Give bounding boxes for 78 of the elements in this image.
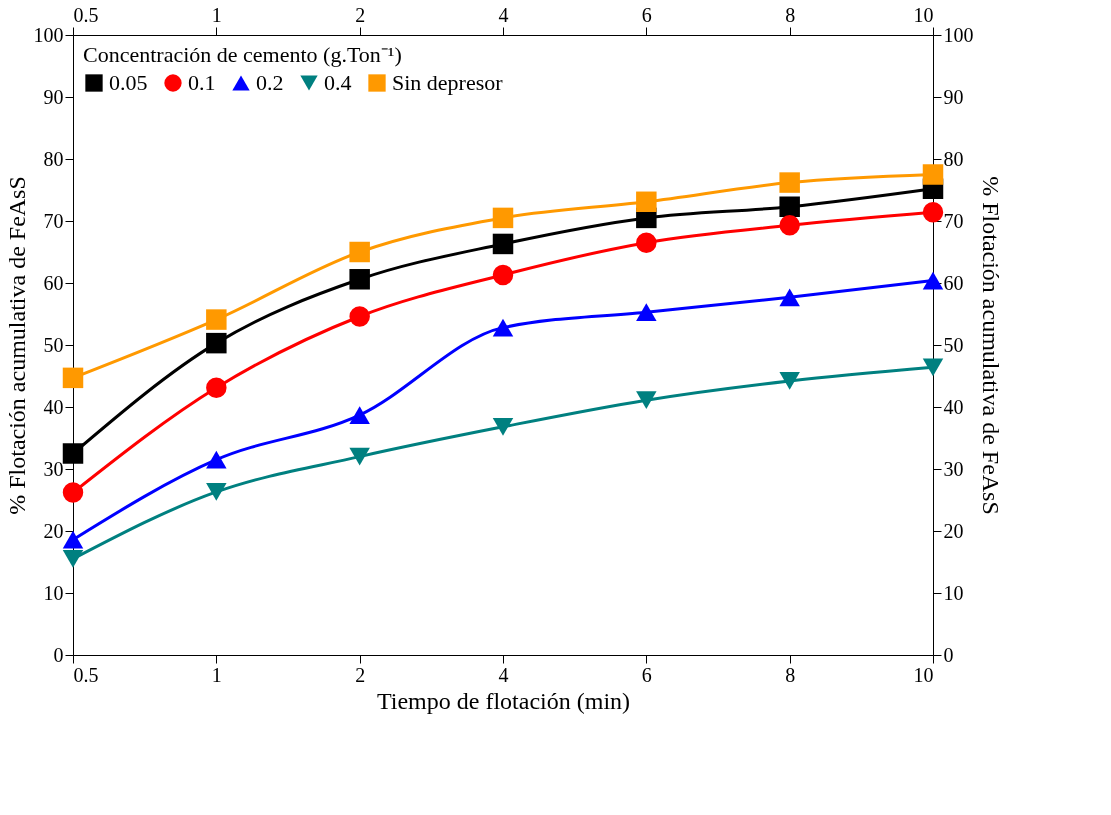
- category-label: 10: [913, 3, 934, 26]
- legend-label: 0.2: [256, 70, 284, 95]
- point: [636, 303, 657, 322]
- point: [206, 332, 227, 354]
- point: [349, 269, 370, 290]
- category-label: 0.5: [73, 3, 99, 26]
- category-label: 2: [355, 3, 366, 26]
- y-tick-label: 90: [43, 85, 64, 108]
- y-tick-label: 0: [53, 643, 64, 666]
- point: [779, 172, 800, 193]
- legend-title: Concentración de cemento (g.Ton⁻¹): [83, 42, 402, 67]
- y2-tick-label: 10: [943, 581, 964, 604]
- point: [62, 482, 84, 503]
- point: [206, 450, 227, 469]
- point: [492, 318, 514, 337]
- y2-tick-label: 80: [943, 147, 964, 170]
- legend-label: 0.05: [109, 70, 148, 95]
- point: [779, 372, 800, 390]
- y2-tick-label: 50: [943, 333, 964, 356]
- point: [636, 191, 657, 213]
- x-tick-label: 10: [913, 663, 934, 686]
- y2-tick-label: 70: [943, 209, 964, 232]
- x-axis-title: Tiempo de flotación (min): [376, 687, 631, 714]
- point: [62, 443, 84, 464]
- point: [779, 196, 800, 217]
- x-tick-label: 2: [355, 663, 366, 686]
- point: [779, 215, 800, 236]
- legend-label: 0.4: [324, 70, 352, 95]
- x-tick-label: 8: [785, 663, 796, 686]
- y2-tick-label: 30: [943, 457, 964, 480]
- point: [492, 417, 514, 436]
- x-tick-label: 6: [641, 663, 652, 686]
- y2-tick-label: 60: [943, 271, 964, 294]
- x-tick-label: 1: [211, 663, 222, 686]
- point: [492, 264, 514, 286]
- y-axis-title: % Flotación acumulativa de FeAsS: [3, 176, 30, 515]
- point: [636, 232, 657, 253]
- y-tick-label: 60: [43, 271, 64, 294]
- legend-label: Sin depresor: [392, 70, 504, 95]
- point: [349, 306, 370, 327]
- point: [922, 202, 944, 223]
- y-tick-label: 10: [43, 581, 64, 604]
- y-tick-label: 30: [43, 457, 64, 480]
- category-label: 4: [498, 3, 509, 26]
- point: [922, 271, 944, 290]
- y2-tick-label: 100: [943, 23, 974, 46]
- y-tick-label: 100: [33, 23, 64, 46]
- point: [62, 550, 84, 568]
- y-tick-label: 70: [43, 209, 64, 232]
- category-label: 6: [641, 3, 652, 26]
- point: [206, 309, 227, 330]
- x-tick-label: 0.5: [73, 663, 99, 686]
- y2-axis-title: % Flotación acumulativa de FeAsS: [977, 176, 1004, 515]
- point: [922, 164, 944, 185]
- y2-tick-label: 20: [943, 519, 964, 542]
- point: [206, 483, 227, 501]
- legend-label: 0.1: [188, 70, 216, 95]
- point: [779, 288, 800, 307]
- point: [922, 358, 944, 377]
- point: [636, 391, 657, 410]
- y-tick-label: 20: [43, 519, 64, 542]
- category-label: 8: [785, 3, 796, 26]
- point: [492, 233, 514, 255]
- point: [349, 241, 370, 263]
- y2-tick-label: 0: [943, 643, 954, 666]
- point: [206, 377, 227, 399]
- point: [492, 207, 514, 229]
- point: [62, 530, 84, 549]
- point: [349, 406, 370, 424]
- y2-tick-label: 40: [943, 395, 964, 418]
- y-tick-label: 80: [43, 147, 64, 170]
- y-tick-label: 40: [43, 395, 64, 418]
- point: [62, 367, 84, 389]
- x-tick-label: 4: [498, 663, 509, 686]
- y-tick-label: 50: [43, 333, 64, 356]
- category-label: 1: [211, 3, 222, 26]
- y2-tick-label: 90: [943, 85, 964, 108]
- point: [349, 447, 370, 466]
